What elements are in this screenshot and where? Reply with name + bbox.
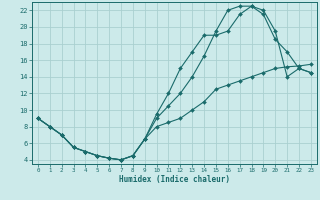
X-axis label: Humidex (Indice chaleur): Humidex (Indice chaleur)	[119, 175, 230, 184]
